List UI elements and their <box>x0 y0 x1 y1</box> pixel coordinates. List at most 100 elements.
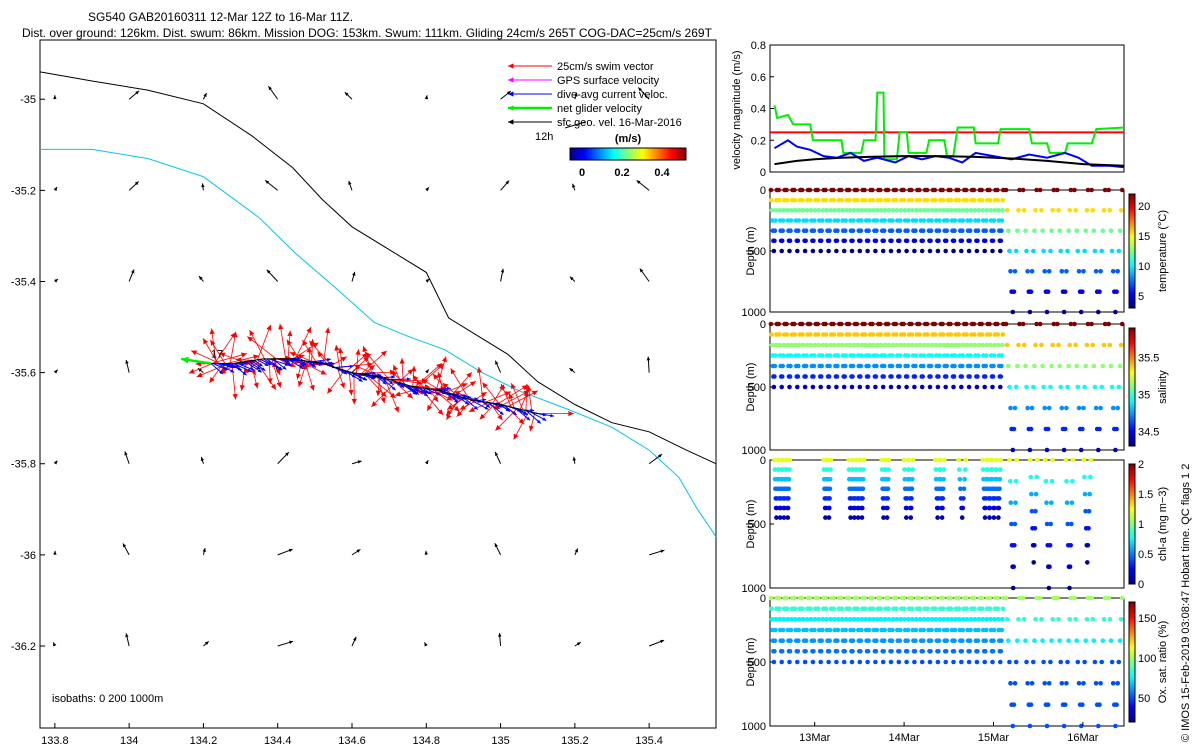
profile-point <box>1044 521 1050 527</box>
current-vector-head <box>377 373 381 377</box>
profile-point <box>902 617 907 622</box>
profile-point <box>838 187 844 193</box>
profile-point <box>818 659 823 665</box>
profile-point <box>1023 638 1028 643</box>
profile-point <box>787 384 792 390</box>
swim-vector-head <box>230 332 236 339</box>
current-vector-head <box>505 407 510 411</box>
profile-point <box>780 218 786 223</box>
profile-point <box>952 363 957 369</box>
profile-point <box>982 374 988 379</box>
profile-point <box>784 606 790 611</box>
profile-point <box>784 321 789 327</box>
profile-point <box>785 208 790 213</box>
swim-vector-head <box>432 396 439 403</box>
current-vector-head <box>230 365 235 369</box>
profile-point <box>774 515 779 520</box>
profile-point <box>1075 384 1081 390</box>
profile-point <box>912 384 917 390</box>
net-glider-velocity-arrow-head <box>181 356 189 364</box>
profile-point <box>951 374 957 379</box>
profile-point <box>871 342 876 348</box>
geostrophic-velocity-arrow-head <box>203 92 207 97</box>
profile-point <box>925 208 931 213</box>
profile-point <box>781 208 786 213</box>
profile-point <box>885 505 890 511</box>
profile-point <box>982 649 988 654</box>
profile-point <box>772 228 778 233</box>
profile-point <box>841 248 847 254</box>
profile-point <box>956 457 961 463</box>
geostrophic-velocity-arrow-head <box>357 460 362 464</box>
profile-point <box>772 649 777 654</box>
swim-vector-head <box>253 382 259 389</box>
profile-point <box>928 363 934 369</box>
swim-vector-head <box>446 413 452 420</box>
profile-point <box>959 248 964 254</box>
profile-point <box>912 649 918 654</box>
profile-point <box>867 617 872 622</box>
profile-point <box>786 486 791 492</box>
current-vector-head <box>282 365 287 370</box>
profile-point <box>1004 617 1010 622</box>
profile-point <box>952 627 958 633</box>
profile-point <box>956 321 961 327</box>
geostrophic-velocity-arrow-head <box>134 181 139 186</box>
profile-point <box>1006 228 1011 233</box>
profile-point <box>768 595 774 601</box>
profile-point <box>1012 521 1018 527</box>
profile-point <box>1066 638 1071 643</box>
colorbar-tick-label: 2 <box>1138 459 1144 471</box>
profile-point <box>1100 638 1106 643</box>
current-vector-head <box>311 364 316 368</box>
swim-vector-head <box>568 411 574 417</box>
profile-point <box>941 467 947 472</box>
profile-point <box>769 208 775 213</box>
profile-point <box>1101 342 1107 348</box>
profile-point <box>940 332 946 337</box>
profile-point <box>933 457 938 463</box>
profile-point <box>1090 342 1095 348</box>
profile-point <box>1028 474 1033 480</box>
profile-point <box>851 208 857 213</box>
profile-point <box>975 649 980 654</box>
profile-point <box>885 486 891 492</box>
profile-point <box>1028 289 1034 295</box>
profile-point <box>1048 659 1053 665</box>
swim-vector-head <box>289 351 296 357</box>
profile-point <box>1043 479 1049 484</box>
swim-vector-head <box>526 385 532 392</box>
profile-point <box>941 617 946 622</box>
current-vector-head <box>397 382 402 386</box>
profile-point <box>945 617 950 622</box>
profile-point <box>1012 269 1018 274</box>
profile-point <box>959 384 964 390</box>
profile-point <box>848 515 853 520</box>
profile-point <box>988 342 993 348</box>
profile-point <box>804 627 809 633</box>
profile-point <box>1096 447 1101 453</box>
profile-point <box>865 659 870 665</box>
profile-point <box>1006 363 1011 369</box>
profile-point <box>1015 638 1020 643</box>
profile-point <box>894 197 899 203</box>
profile-point <box>1072 187 1077 193</box>
profile-point <box>1003 187 1009 193</box>
profile-point <box>854 457 859 463</box>
profile-point <box>951 238 957 244</box>
profile-point <box>1051 595 1057 601</box>
profile-point <box>1113 309 1118 315</box>
profile-point <box>768 187 774 193</box>
swim-vector-head <box>334 345 340 351</box>
profile-point <box>1082 248 1087 254</box>
profile-point <box>839 332 844 337</box>
profile-point <box>1106 187 1111 193</box>
profile-point <box>795 374 801 379</box>
profile-point <box>886 197 891 203</box>
panel-colorbar <box>1128 601 1136 723</box>
profile-point <box>1090 617 1095 622</box>
profile-point <box>1096 723 1101 729</box>
swim-vector-head <box>442 382 449 389</box>
profile-point <box>880 659 886 665</box>
legend-arrow-head <box>508 77 514 83</box>
